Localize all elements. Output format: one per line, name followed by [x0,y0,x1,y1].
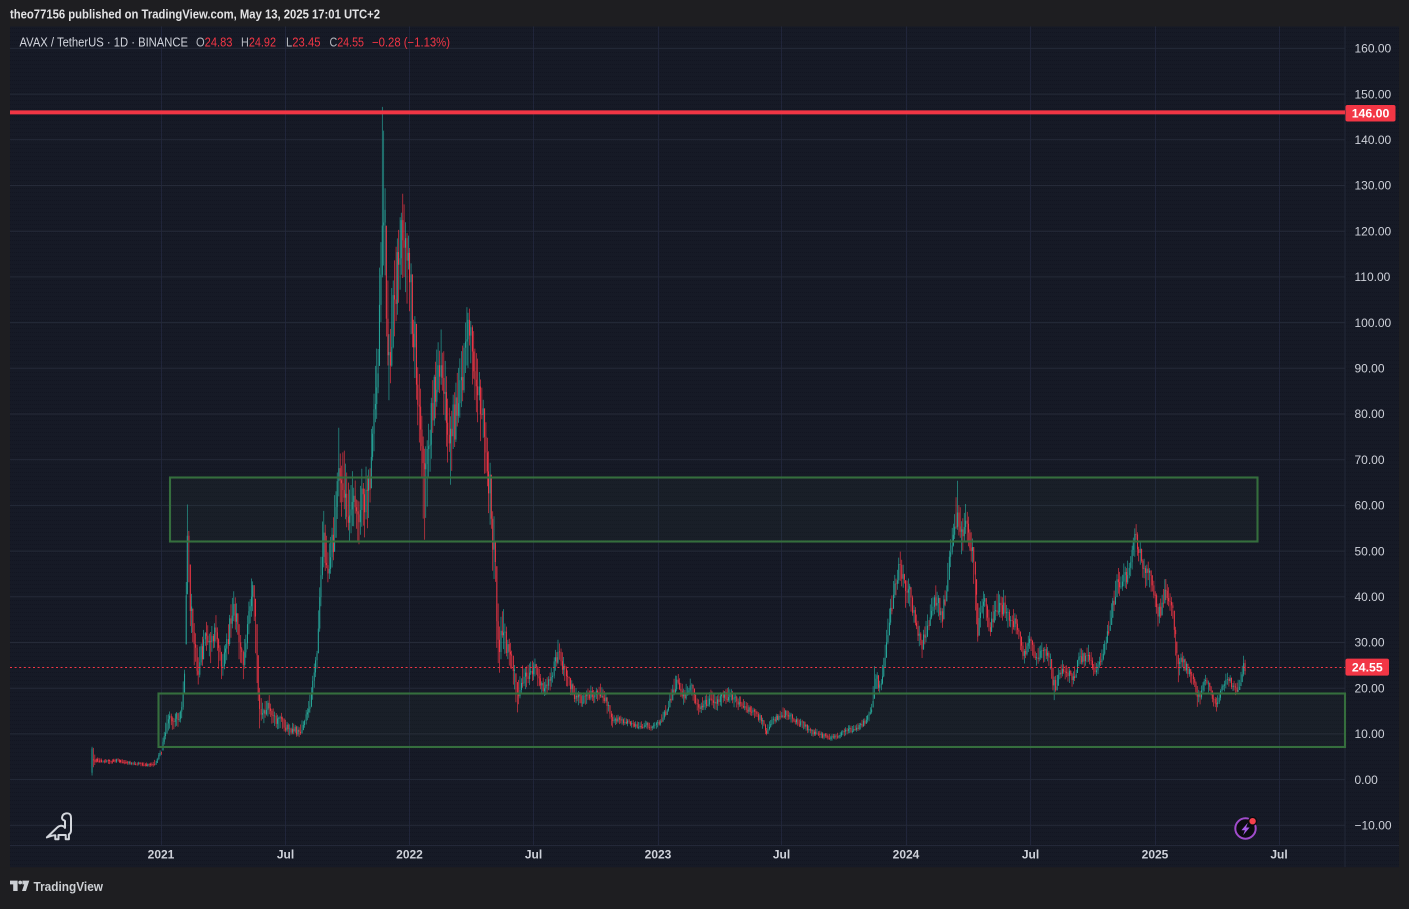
svg-text:40.00: 40.00 [1355,590,1385,604]
svg-text:70.00: 70.00 [1355,453,1385,467]
svg-text:−10.00: −10.00 [1355,819,1392,833]
svg-text:Jul: Jul [773,848,790,862]
svg-text:130.00: 130.00 [1355,179,1392,193]
svg-text:80.00: 80.00 [1355,407,1385,421]
svg-text:30.00: 30.00 [1355,636,1385,650]
svg-text:O24.83: O24.83 [196,35,233,49]
svg-text:110.00: 110.00 [1355,270,1391,284]
svg-text:L23.45: L23.45 [286,35,321,49]
svg-text:2024: 2024 [893,848,920,862]
svg-text:140.00: 140.00 [1355,133,1392,147]
svg-text:TradingView: TradingView [34,879,104,894]
svg-text:2025: 2025 [1142,848,1169,862]
svg-text:146.00: 146.00 [1352,107,1390,121]
svg-text:AVAX / TetherUS · 1D · BINANCE: AVAX / TetherUS · 1D · BINANCE [20,35,189,49]
svg-text:theo77156 published on Trading: theo77156 published on TradingView.com, … [10,7,380,22]
svg-text:Jul: Jul [277,848,294,862]
svg-text:C24.55: C24.55 [330,35,365,49]
svg-text:10.00: 10.00 [1355,727,1385,741]
svg-text:20.00: 20.00 [1355,681,1385,695]
svg-text:24.55: 24.55 [1352,661,1383,675]
svg-text:Jul: Jul [525,848,542,862]
svg-text:50.00: 50.00 [1355,544,1385,558]
svg-text:H24.92: H24.92 [241,35,276,49]
svg-text:160.00: 160.00 [1355,42,1392,56]
svg-text:−0.28 (−1.13%): −0.28 (−1.13%) [372,35,450,49]
svg-text:60.00: 60.00 [1355,499,1385,513]
svg-text:2023: 2023 [645,848,672,862]
svg-text:Jul: Jul [1270,848,1287,862]
svg-text:0.00: 0.00 [1355,773,1379,787]
svg-text:100.00: 100.00 [1355,316,1392,330]
svg-text:2022: 2022 [396,848,423,862]
svg-text:150.00: 150.00 [1355,87,1392,101]
svg-text:90.00: 90.00 [1355,362,1385,376]
svg-text:Jul: Jul [1022,848,1039,862]
svg-text:120.00: 120.00 [1355,224,1392,238]
svg-text:2021: 2021 [148,848,175,862]
